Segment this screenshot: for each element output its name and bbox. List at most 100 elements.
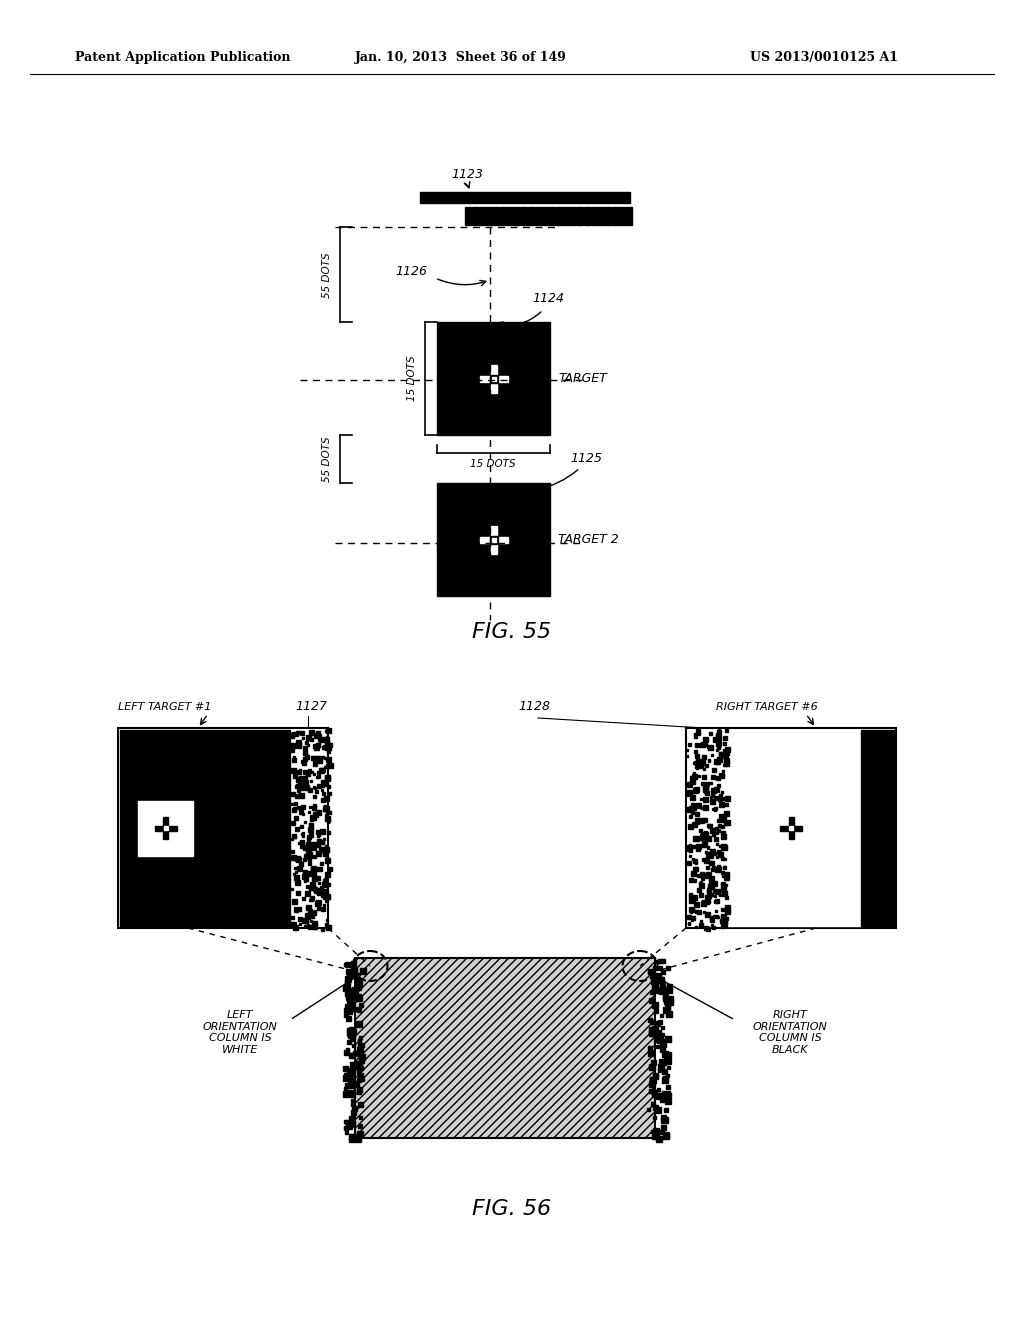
Bar <box>691 871 696 876</box>
Bar <box>315 791 318 793</box>
Bar <box>306 843 308 846</box>
Bar <box>707 888 711 892</box>
Bar <box>299 923 301 924</box>
Bar <box>714 809 716 810</box>
Bar <box>326 813 328 816</box>
Bar <box>725 917 727 920</box>
Bar <box>492 376 496 380</box>
Bar <box>347 990 353 997</box>
Bar <box>349 1115 353 1121</box>
Bar <box>649 1027 655 1034</box>
Bar <box>716 748 718 751</box>
Bar <box>321 928 324 931</box>
Bar <box>351 961 356 966</box>
Bar <box>713 737 718 742</box>
Bar <box>689 845 691 846</box>
Bar <box>327 739 330 743</box>
Bar <box>651 1090 656 1094</box>
Bar <box>315 731 319 735</box>
Bar <box>649 1031 653 1035</box>
Bar <box>315 776 317 777</box>
Bar <box>293 756 295 758</box>
Bar <box>345 1073 348 1076</box>
Bar <box>697 909 701 913</box>
Bar <box>314 734 319 738</box>
Bar <box>345 979 349 983</box>
Bar <box>699 883 705 887</box>
Bar <box>720 846 722 847</box>
Bar <box>647 970 651 974</box>
Bar <box>310 882 314 887</box>
Bar <box>710 796 712 797</box>
Bar <box>653 981 658 986</box>
Bar <box>714 900 717 903</box>
Bar <box>693 808 696 810</box>
Bar <box>316 755 322 760</box>
Bar <box>705 791 709 795</box>
Bar <box>318 834 319 836</box>
Bar <box>353 1007 356 1011</box>
Bar <box>303 770 307 774</box>
Bar <box>319 840 324 843</box>
Bar <box>666 1085 670 1089</box>
Bar <box>695 818 699 822</box>
Bar <box>357 1072 360 1074</box>
Bar <box>352 970 355 973</box>
Bar <box>660 1041 667 1047</box>
Bar <box>291 916 294 920</box>
Text: 15 DOTS: 15 DOTS <box>470 459 516 469</box>
Bar <box>662 1118 667 1122</box>
Bar <box>703 797 708 803</box>
Bar <box>711 800 715 804</box>
Bar <box>294 816 298 820</box>
Bar <box>703 858 709 862</box>
Bar <box>649 1030 655 1036</box>
Bar <box>358 1076 361 1080</box>
Bar <box>309 884 314 890</box>
Bar <box>660 1014 664 1016</box>
Bar <box>709 759 711 762</box>
Bar <box>316 771 319 774</box>
Bar <box>667 1067 670 1069</box>
Text: 1123: 1123 <box>451 168 483 181</box>
Bar <box>304 780 307 784</box>
Bar <box>291 855 296 861</box>
Bar <box>563 207 568 224</box>
Bar <box>324 796 329 801</box>
Bar <box>667 1059 672 1064</box>
Bar <box>326 919 328 921</box>
Bar <box>667 995 673 1002</box>
Bar <box>657 977 663 983</box>
Bar <box>346 997 350 1001</box>
Bar <box>295 795 299 799</box>
Bar <box>348 1071 354 1076</box>
Bar <box>316 809 319 813</box>
Bar <box>714 808 717 810</box>
Bar <box>667 999 673 1005</box>
Bar <box>321 797 325 801</box>
Bar <box>344 1086 347 1090</box>
Bar <box>649 1077 655 1082</box>
Bar <box>326 900 328 902</box>
Bar <box>706 866 709 869</box>
Bar <box>699 894 703 898</box>
Bar <box>710 781 712 784</box>
Bar <box>322 882 327 887</box>
Bar <box>700 760 705 764</box>
Bar <box>326 873 330 878</box>
Bar <box>325 845 327 847</box>
Bar <box>299 743 301 746</box>
Bar <box>347 973 353 978</box>
Bar <box>327 849 330 853</box>
Bar <box>653 1115 656 1119</box>
Bar <box>725 729 728 733</box>
Bar <box>347 995 352 1001</box>
Bar <box>349 1053 354 1057</box>
Bar <box>718 797 721 801</box>
Bar <box>717 818 720 821</box>
Bar <box>712 833 715 837</box>
Bar <box>665 1056 671 1063</box>
Bar <box>325 775 330 780</box>
Bar <box>700 871 705 875</box>
Bar <box>351 1110 355 1115</box>
